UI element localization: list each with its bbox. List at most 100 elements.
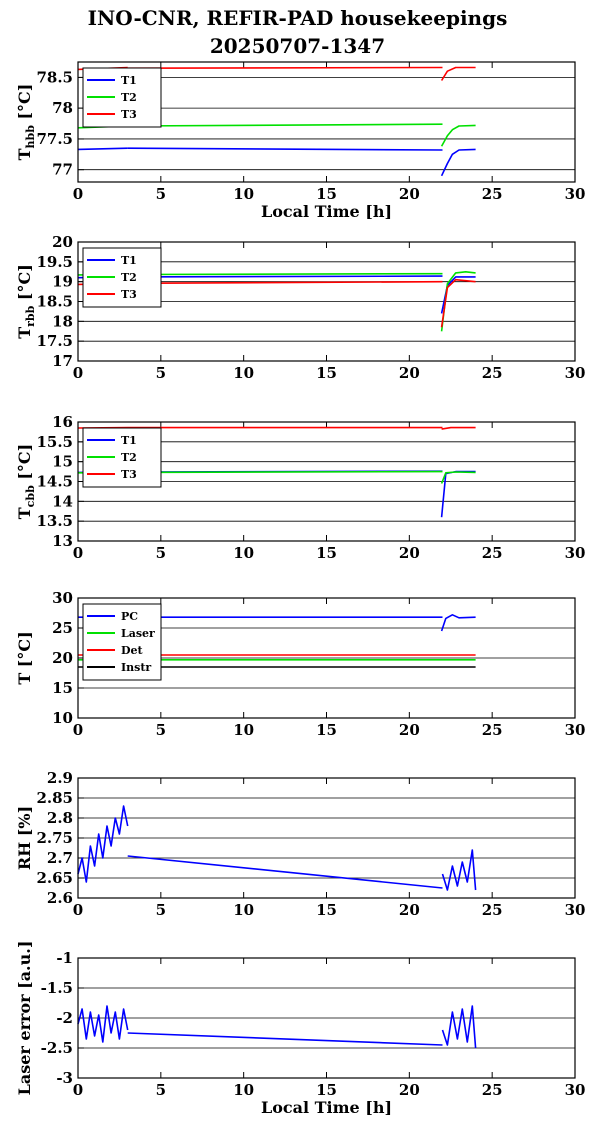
y-tick-label: 2.65 — [36, 869, 73, 887]
chart-panel-1: 77 77.5 78 78.5 0 5 10 15 20 25 30 T1 T2 T3 Thbb [°C] L… — [15, 61, 586, 221]
y-tick-label: -2.5 — [41, 1039, 73, 1057]
y-axis-label-unit: [°C] — [15, 264, 34, 305]
series-line-t1 — [77, 147, 128, 151]
series-line-t1 — [440, 276, 476, 314]
x-tick-label: 15 — [316, 721, 337, 739]
y-tick-label: 19.5 — [36, 253, 73, 271]
y-axis-label: RH [%] — [15, 806, 34, 870]
x-tick-label: 10 — [233, 544, 254, 562]
series-line-data — [127, 1032, 443, 1046]
y-axis-label-unit: [°C] — [15, 631, 34, 672]
y-tick-label: 30 — [52, 589, 73, 607]
series-line-t1 — [440, 148, 476, 177]
y-tick-label: 78.5 — [36, 68, 73, 86]
y-axis-label-main: T — [15, 507, 34, 519]
y-tick-label: 2.7 — [47, 849, 73, 867]
y-tick-label: 2.9 — [47, 769, 73, 787]
x-tick-label: 10 — [233, 1081, 254, 1099]
plot-frame — [77, 957, 576, 1079]
x-axis-label: Local Time [h] — [261, 1098, 392, 1117]
y-tick-label: 78 — [52, 99, 73, 117]
y-tick-label: -3 — [56, 1069, 73, 1087]
y-tick-label: 16 — [52, 413, 73, 431]
x-tick-label: 30 — [565, 901, 586, 919]
series-line-t2 — [440, 124, 476, 147]
chart-panel-6: -3 -2.5 -2 -1.5 -1 0 5 10 15 20 25 30 Laser error [a… — [15, 941, 585, 1117]
plot-frame — [77, 777, 576, 899]
y-tick-label: 18 — [52, 312, 73, 330]
series-line-data — [441, 1005, 477, 1049]
x-tick-label: 20 — [399, 1081, 420, 1099]
plot-frame — [77, 61, 576, 183]
y-axis-label-main: T — [15, 148, 34, 160]
x-tick-label: 20 — [399, 185, 420, 203]
series-line-t3 — [440, 66, 476, 81]
legend-label-t1: T1 — [121, 434, 137, 447]
x-tick-label: 30 — [565, 1081, 586, 1099]
y-tick-label: 13 — [52, 532, 73, 550]
legend-label-t2: T2 — [121, 91, 137, 104]
x-tick-label: 30 — [565, 721, 586, 739]
series-line-t2 — [127, 123, 443, 127]
y-tick-label: 2.75 — [36, 829, 73, 847]
y-tick-label: -2 — [56, 1009, 73, 1027]
chart-panel-4: 10 15 20 25 30 0 5 10 15 20 25 30 PC Laser Det Instr T [… — [15, 589, 585, 739]
x-axis-label: Local Time [h] — [261, 202, 392, 221]
legend-label-det: Det — [121, 644, 144, 657]
x-tick-label: 25 — [482, 721, 503, 739]
y-tick-label: 15 — [52, 453, 73, 471]
x-tick-label: 20 — [399, 721, 420, 739]
x-tick-label: 5 — [156, 185, 166, 203]
y-axis-label-main: T — [15, 327, 34, 339]
x-tick-label: 25 — [482, 1081, 503, 1099]
series-line-data — [77, 1005, 129, 1043]
y-axis-label-sub: cbb — [24, 485, 37, 507]
x-tick-label: 0 — [73, 185, 83, 203]
x-tick-label: 10 — [233, 364, 254, 382]
legend-label-t1: T1 — [121, 254, 137, 267]
legend-label-t2: T2 — [121, 271, 137, 284]
x-tick-label: 30 — [565, 185, 586, 203]
y-axis-label-sub: hbb — [24, 125, 37, 149]
y-tick-label: 2.8 — [47, 809, 73, 827]
y-tick-label: 17 — [52, 352, 73, 370]
x-tick-label: 30 — [565, 364, 586, 382]
y-axis-label-unit: [°C] — [15, 84, 34, 125]
x-tick-label: 10 — [233, 721, 254, 739]
legend-label-instr: Instr — [121, 661, 151, 674]
y-tick-label: 2.85 — [36, 789, 73, 807]
title-line-1: INO-CNR, REFIR-PAD housekeepings — [87, 6, 508, 30]
plot-frame — [77, 241, 576, 362]
series-line-t2 — [440, 471, 476, 484]
plot-frame — [77, 597, 576, 719]
legend-label-t2: T2 — [121, 451, 137, 464]
x-tick-label: 0 — [73, 1081, 83, 1099]
series-line-data — [127, 855, 443, 889]
x-tick-label: 10 — [233, 185, 254, 203]
x-tick-label: 5 — [156, 1081, 166, 1099]
series-line-t1 — [440, 470, 476, 518]
y-axis-label: Tcbb [°C] — [15, 444, 37, 519]
y-tick-label: 14.5 — [36, 473, 73, 491]
x-tick-label: 25 — [482, 185, 503, 203]
x-tick-label: 25 — [482, 544, 503, 562]
y-axis-label-main: RH [%] — [15, 806, 34, 870]
y-tick-label: -1 — [56, 949, 73, 967]
x-tick-label: 15 — [316, 1081, 337, 1099]
x-tick-label: 20 — [399, 901, 420, 919]
x-tick-label: 30 — [565, 544, 586, 562]
y-tick-label: -1.5 — [41, 979, 73, 997]
y-tick-label: 77 — [52, 161, 73, 179]
legend-label-t3: T3 — [121, 288, 137, 301]
series-line-t3 — [441, 426, 476, 430]
series-line-data — [77, 805, 129, 883]
x-tick-label: 0 — [73, 721, 83, 739]
series-line-data — [441, 849, 477, 891]
x-tick-label: 5 — [156, 544, 166, 562]
y-tick-label: 14 — [52, 492, 73, 510]
y-axis-label: Laser error [a.u.] — [15, 941, 34, 1096]
y-axis-label-main: T — [15, 673, 34, 685]
x-tick-label: 5 — [156, 721, 166, 739]
